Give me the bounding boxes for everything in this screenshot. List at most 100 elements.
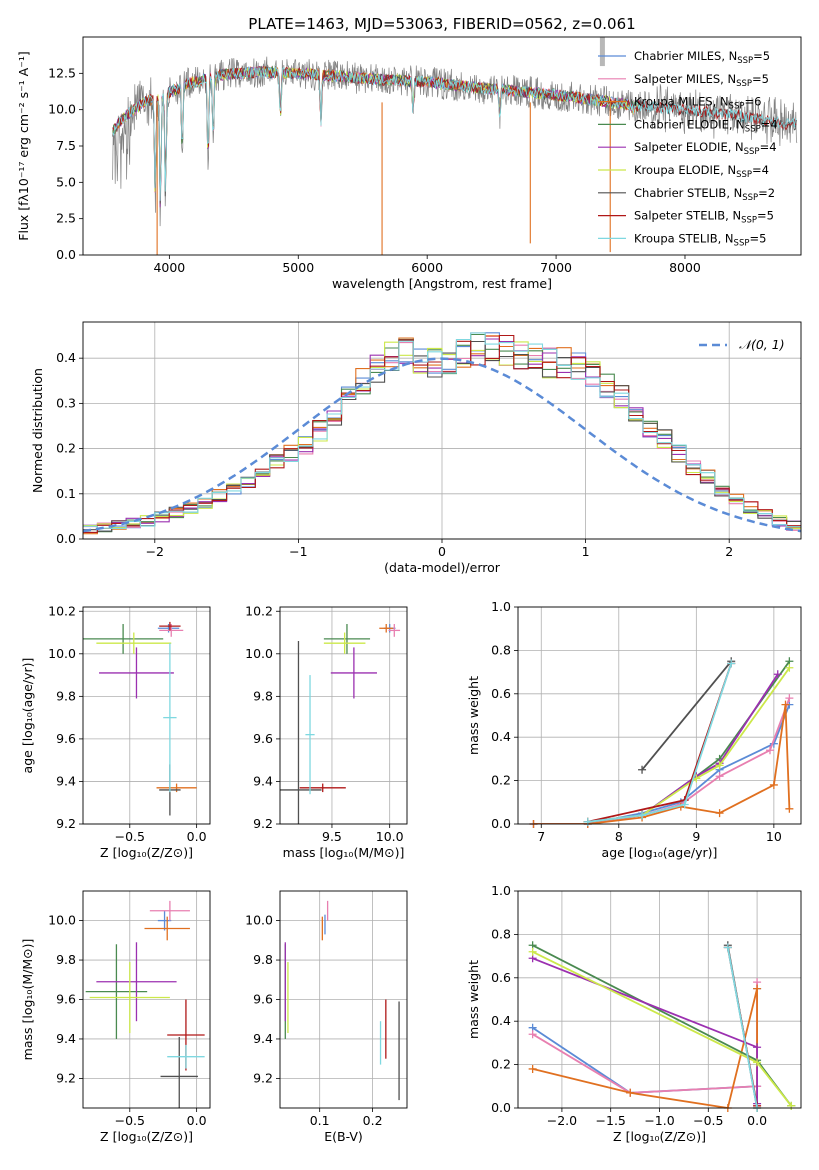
x-tick-label: 0.0 [187,829,207,844]
y-tick-label: 9.6 [253,731,273,746]
y-tick-label: 5.0 [56,174,76,189]
model-spectrum-kroupa_stelib [112,66,797,201]
panel-3 [276,607,407,828]
y-tick-label: 9.8 [253,952,273,967]
y-tick-label: 0.0 [491,1100,511,1115]
y-axis-label: Flux [fλ10⁻¹⁷ erg cm⁻² s⁻¹ A⁻¹] [16,51,31,240]
x-tick-label: 9 [692,829,700,844]
marker-kroupa_elodie [715,761,724,770]
legend-label-kroupa_elodie: Kroupa ELODIE, NSSP=4 [634,163,769,180]
y-axis-label: Normed distribution [30,368,45,493]
x-tick-label: 0 [438,544,446,559]
normal-curve [83,357,801,533]
y-tick-label: 10.0 [48,102,76,117]
series-salpeter_elodie [532,957,758,1104]
series-kroupa_stelib [726,947,758,1108]
y-tick-label: 9.6 [253,992,273,1007]
y-tick-label: 0.4 [56,350,76,365]
marker-kroupa_stelib [680,800,689,809]
y-axis-label: mass [log₁₀(M/M⊙)] [20,939,35,1061]
marker-salpeter_elodie [753,1043,762,1052]
marker-kroupa_miles [785,804,794,813]
y-tick-label: 12.5 [48,65,76,80]
panel-0 [79,72,686,259]
x-axis-label: E(B-V) [324,1129,363,1144]
x-axis-label: Z [log₁₀(Z/Z⊙)] [613,1129,706,1144]
x-tick-label: −1.5 [596,1113,626,1128]
x-tick-label: −1.0 [644,1113,674,1128]
x-tick-label: 0.0 [187,1113,207,1128]
x-axis-label: age [log₁₀(age/yr)] [602,845,718,860]
panel-1 [79,322,801,543]
marker-kroupa_stelib [727,659,736,668]
y-tick-label: 9.8 [56,952,76,967]
y-tick-label: 10.0 [245,913,273,928]
y-axis-label: mass weight [466,960,481,1039]
x-tick-label: 5000 [282,260,314,275]
x-tick-label: 10 [766,829,782,844]
y-tick-label: 0.6 [491,970,511,985]
legend-label-kroupa_miles: Kroupa MILES, NSSP=6 [634,95,761,112]
x-tick-label: 0.2 [363,1113,383,1128]
marker-kroupa_elodie [528,947,537,956]
x-tick-label: 8 [615,829,623,844]
y-tick-label: 0.0 [56,531,76,546]
x-tick-label: −0.5 [115,1113,145,1128]
x-axis-label: Z [log₁₀(Z/Z⊙)] [100,1129,193,1144]
y-axis-label: age [log₁₀(age/yr)] [20,658,35,774]
y-tick-label: 1.0 [491,883,511,898]
x-tick-label: −2 [146,544,164,559]
y-tick-label: 9.6 [56,992,76,1007]
marker-kroupa_elodie [785,663,794,672]
y-tick-label: 9.4 [56,773,76,788]
marker-kroupa_elodie [753,1058,762,1067]
panel-5 [79,891,210,1112]
x-tick-label: 8000 [669,260,701,275]
x-tick-label: 4000 [153,260,185,275]
marker-salpeter_miles [785,694,794,703]
y-tick-label: 7.5 [56,138,76,153]
y-tick-label: 10.0 [48,646,76,661]
y-tick-label: 1.0 [491,599,511,614]
series-kroupa_miles [533,704,791,824]
y-tick-label: 0.8 [491,642,511,657]
marker-kroupa_stelib [583,817,592,826]
legend-label-chabrier_miles: Chabrier MILES, NSSP=5 [634,49,770,66]
y-tick-label: 9.4 [253,773,273,788]
y-tick-label: 9.8 [56,688,76,703]
x-tick-label: −2.0 [547,1113,577,1128]
x-tick-label: −1 [289,544,307,559]
legend-label-chabrier_elodie: Chabrier ELODIE, NSSP=4 [634,117,778,134]
marker-kroupa_miles [753,984,762,993]
y-tick-label: 0.2 [491,773,511,788]
y-tick-label: 2.5 [56,211,76,226]
x-tick-label: 7 [537,829,545,844]
marker-kroupa_miles [626,1088,635,1097]
panel-6 [276,891,407,1112]
marker-kroupa_miles [715,809,724,818]
marker-salpeter_miles [765,746,774,755]
y-tick-label: 0.4 [491,1013,511,1028]
y-tick-label: 9.6 [56,731,76,746]
y-tick-label: 0.2 [56,441,76,456]
x-tick-label: 2 [725,544,733,559]
series-salpeter_miles [532,982,758,1094]
marker-salpeter_elodie [773,670,782,679]
y-tick-label: 9.4 [253,1031,273,1046]
x-tick-label: 1 [582,544,590,559]
y-tick-label: 10.2 [245,603,273,618]
y-tick-label: 9.2 [56,816,76,831]
axes-frame [517,890,802,1109]
marker-kroupa_stelib [723,943,732,952]
y-tick-label: 9.2 [56,1070,76,1085]
x-tick-label: 6000 [411,260,443,275]
y-tick-label: 10.0 [48,913,76,928]
marker-kroupa_miles [769,780,778,789]
spectrum-glitch-bar [599,37,605,67]
axes-frame [82,321,802,540]
marker-kroupa_miles [528,1064,537,1073]
x-tick-label: 0.1 [310,1113,330,1128]
axes-frame [82,890,211,1109]
axes-frame [82,606,211,825]
